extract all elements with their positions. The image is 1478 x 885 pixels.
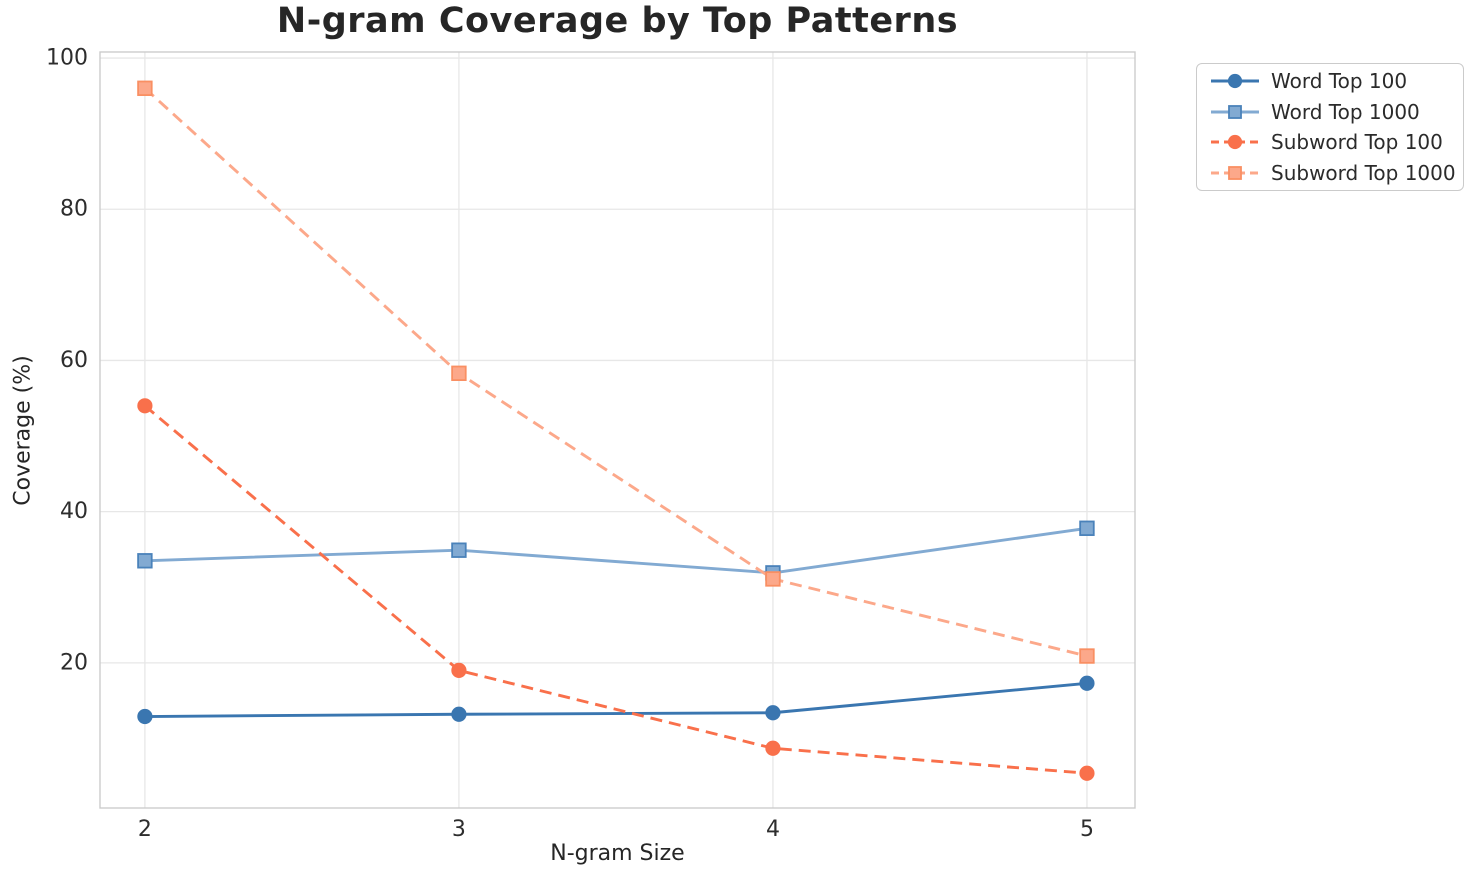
- chart-title: N-gram Coverage by Top Patterns: [276, 1, 959, 41]
- x-tick-label: 4: [766, 817, 780, 842]
- marker-word-top-100: [137, 708, 153, 725]
- legend-item-subword-top-1000: Subword Top 1000: [1209, 158, 1456, 188]
- series-line-word-top-100: [144, 681, 1088, 718]
- legend-marker: [1228, 165, 1242, 180]
- legend-item-subword-top-100: Subword Top 100: [1209, 127, 1453, 157]
- marker-subword-top-100: [137, 398, 153, 414]
- series-line-subword-top-1000: [143, 87, 1088, 658]
- legend-item-word-top-1000: Word Top 1000: [1209, 97, 1453, 127]
- legend-marker-circle-icon: [1211, 74, 1259, 89]
- series-word-top-1000: [137, 520, 1095, 581]
- x-tick-label: 5: [1080, 817, 1094, 842]
- marker-subword-top-100: [1079, 765, 1095, 781]
- y-tick-label: 80: [60, 197, 88, 222]
- legend: Word Top 100 Word Top 1000 Subword Top 100…: [1196, 63, 1464, 191]
- x-tick-label: 2: [138, 817, 152, 842]
- y-tick-label: 60: [60, 348, 88, 373]
- series-word-top-100: [137, 675, 1095, 725]
- marker-subword-top-100: [451, 662, 467, 679]
- marker-word-top-100: [451, 706, 467, 722]
- marker-subword-top-1000: [137, 80, 153, 96]
- legend-label: Word Top 100: [1271, 69, 1408, 94]
- series-line-subword-top-100: [143, 404, 1088, 775]
- series-line-word-top-1000: [144, 526, 1088, 575]
- y-tick-label: 100: [46, 46, 88, 71]
- legend-label: Subword Top 1000: [1271, 160, 1456, 185]
- series-subword-top-100: [137, 398, 1095, 781]
- marker-subword-top-1000: [451, 365, 467, 382]
- legend-marker: [1227, 135, 1243, 150]
- axes-border: [99, 51, 1136, 809]
- marker-word-top-1000: [1079, 520, 1095, 536]
- legend-marker-square-icon: [1211, 165, 1259, 180]
- marker-subword-top-1000: [765, 571, 781, 587]
- marker-subword-top-1000: [1079, 648, 1095, 664]
- x-tick-label: 3: [452, 817, 466, 842]
- marker-subword-top-100: [765, 740, 781, 756]
- marker-word-top-100: [1079, 675, 1095, 691]
- legend-marker: [1227, 74, 1243, 89]
- y-tick-label: 40: [60, 499, 88, 524]
- marker-word-top-100: [765, 705, 781, 721]
- marker-word-top-1000: [137, 553, 153, 569]
- series-subword-top-1000: [137, 80, 1095, 664]
- legend-item-word-top-100: Word Top 100: [1209, 66, 1453, 96]
- legend-label: Word Top 1000: [1271, 99, 1420, 124]
- marker-word-top-1000: [451, 542, 467, 558]
- legend-label: Subword Top 100: [1271, 130, 1443, 155]
- legend-marker-circle-icon: [1211, 135, 1259, 150]
- y-tick-label: 20: [60, 650, 88, 675]
- x-axis-label: N-gram Size: [550, 841, 685, 866]
- legend-marker-square-icon: [1211, 104, 1259, 119]
- legend-marker: [1228, 104, 1242, 119]
